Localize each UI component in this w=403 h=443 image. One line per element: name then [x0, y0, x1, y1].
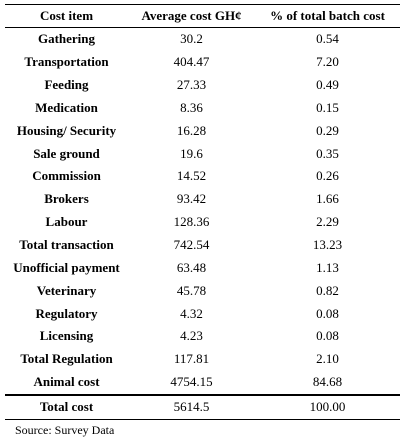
- table-row: Regulatory 4.32 0.08: [5, 302, 400, 325]
- table-row: Feeding 27.33 0.49: [5, 74, 400, 97]
- cell-average-cost: 16.28: [176, 122, 207, 138]
- header-average-cost: Average cost GH¢: [128, 4, 255, 28]
- cell-total-cost: 5614.5: [128, 393, 255, 420]
- cell-percent-total: 1.66: [316, 191, 339, 207]
- cell-average-cost: 117.81: [173, 351, 210, 367]
- cell-average-cost: 8.36: [180, 99, 203, 115]
- cell-percent-total: 0.26: [316, 168, 339, 184]
- cell-percent-total: 2.29: [316, 214, 339, 230]
- cell-percent-total: 0.54: [316, 31, 339, 47]
- cell-cost-item: Brokers: [44, 191, 89, 207]
- cell-cost-item: Unofficial payment: [13, 259, 120, 275]
- cell-average-cost: 4.32: [180, 305, 203, 321]
- table-header: Cost item Average cost GH¢ % of total ba…: [5, 4, 400, 28]
- table-row: Gathering 30.2 0.54: [5, 28, 400, 51]
- cell-average-cost: 27.33: [176, 77, 207, 93]
- cell-percent-total: 1.13: [316, 259, 339, 275]
- total-row: Total cost 5614.5 100.00: [5, 393, 400, 420]
- cell-cost-item: Regulatory: [35, 305, 98, 321]
- cell-average-cost: 45.78: [176, 282, 207, 298]
- table-row: Sale ground 19.6 0.35: [5, 142, 400, 165]
- cell-average-cost: 4754.15: [170, 374, 213, 390]
- cell-cost-item: Labour: [45, 214, 88, 230]
- cost-table: Cost item Average cost GH¢ % of total ba…: [5, 4, 400, 420]
- table-row: Animal cost 4754.15 84.68: [5, 371, 400, 395]
- cell-cost-item: Licensing: [39, 328, 94, 344]
- table-row: Licensing 4.23 0.08: [5, 325, 400, 348]
- cell-average-cost: 742.54: [173, 237, 210, 253]
- cell-percent-total: 2.10: [316, 351, 339, 367]
- cell-cost-item: Feeding: [44, 77, 89, 93]
- cell-percent-total: 0.49: [316, 77, 339, 93]
- header-row: Cost item Average cost GH¢ % of total ba…: [5, 4, 400, 28]
- cell-percent-total: 0.35: [316, 145, 339, 161]
- cell-cost-item: Veterinary: [36, 282, 97, 298]
- table-row: Medication 8.36 0.15: [5, 97, 400, 120]
- source-note: Source: Survey Data: [15, 423, 115, 437]
- cell-average-cost: 63.48: [176, 259, 207, 275]
- cell-percent-total: 0.08: [316, 305, 339, 321]
- cell-percent-total: 0.29: [316, 122, 339, 138]
- header-cost-item: Cost item: [5, 4, 128, 28]
- table-row: Transportation 404.47 7.20: [5, 51, 400, 74]
- cell-cost-item: Total Regulation: [20, 351, 113, 367]
- table-row: Total Regulation 117.81 2.10: [5, 348, 400, 371]
- cell-cost-item: Housing/ Security: [16, 122, 117, 138]
- table-row: Veterinary 45.78 0.82: [5, 279, 400, 302]
- cell-cost-item: Commission: [32, 168, 101, 184]
- table-row: Commission 14.52 0.26: [5, 165, 400, 188]
- table-row: Labour 128.36 2.29: [5, 211, 400, 234]
- header-percent-total: % of total batch cost: [255, 4, 400, 28]
- cell-average-cost: 14.52: [176, 168, 207, 184]
- table-row: Housing/ Security 16.28 0.29: [5, 119, 400, 142]
- cell-percent-total: 0.08: [316, 328, 339, 344]
- cell-total-label: Total cost: [5, 393, 128, 420]
- table-body: Gathering 30.2 0.54 Transportation 404.47 7.2…: [5, 28, 400, 420]
- table-row: Unofficial payment 63.48 1.13: [5, 256, 400, 279]
- cell-average-cost: 4.23: [180, 328, 203, 344]
- cell-cost-item: Animal cost: [33, 374, 100, 390]
- cell-average-cost: 19.6: [180, 145, 203, 161]
- cell-percent-total: 0.15: [316, 99, 339, 115]
- cell-percent-total: 84.68: [312, 374, 343, 390]
- cell-cost-item: Medication: [35, 99, 98, 115]
- cell-percent-total: 7.20: [316, 54, 339, 70]
- cell-percent-total: 13.23: [312, 237, 343, 253]
- cell-cost-item: Gathering: [37, 31, 96, 47]
- cell-total-percent: 100.00: [255, 393, 400, 420]
- table-row: Brokers 93.42 1.66: [5, 188, 400, 211]
- cell-average-cost: 404.47: [173, 54, 210, 70]
- cell-average-cost: 128.36: [173, 214, 210, 230]
- table-row: Total transaction 742.54 13.23: [5, 234, 400, 257]
- cell-cost-item: Sale ground: [33, 145, 100, 161]
- cell-average-cost: 93.42: [176, 191, 207, 207]
- cell-cost-item: Transportation: [24, 54, 109, 70]
- cell-average-cost: 30.2: [180, 31, 203, 47]
- cell-cost-item: Total transaction: [19, 237, 114, 253]
- cell-percent-total: 0.82: [316, 282, 339, 298]
